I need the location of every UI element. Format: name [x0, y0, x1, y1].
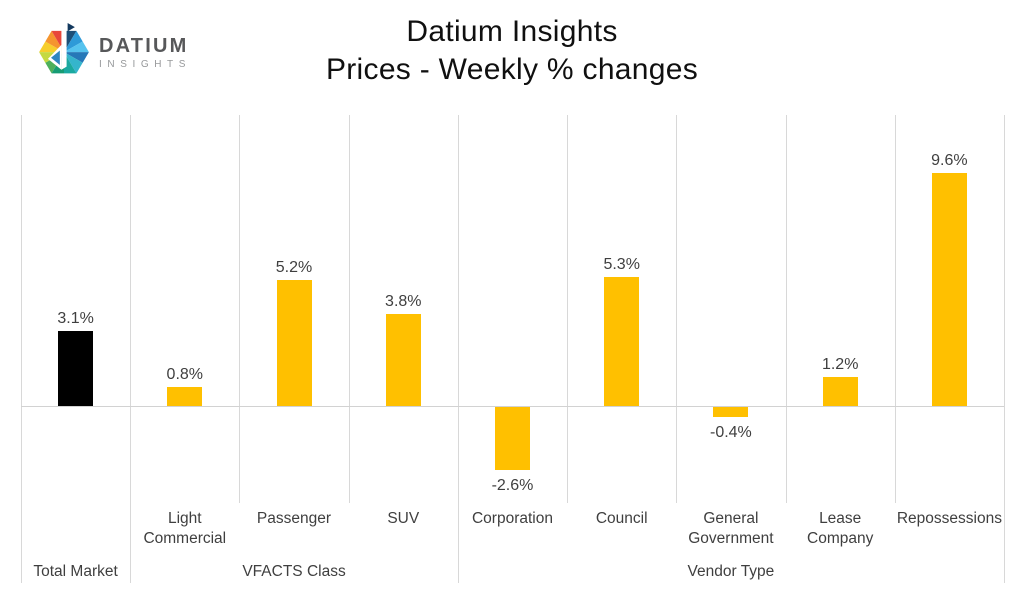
bar-passenger	[276, 279, 312, 406]
bar-council	[604, 277, 640, 406]
bar-total-market	[58, 330, 94, 406]
category-gridline	[239, 115, 241, 503]
bar-value-label: -2.6%	[491, 477, 534, 495]
bar-value-label: -0.4%	[709, 423, 752, 441]
category-gridline	[676, 115, 678, 503]
logo-sub-text: INSIGHTS	[99, 59, 192, 70]
axis-group-label: Vendor Type	[687, 563, 775, 580]
chart-title: Datium Insights Prices - Weekly % change…	[0, 13, 1024, 89]
datium-hexagon-logo-icon	[39, 23, 89, 74]
category-label: Lease Company	[807, 510, 874, 547]
group-divider-line	[457, 115, 459, 583]
bar-suv	[385, 313, 421, 406]
bar-value-label: 9.6%	[931, 151, 968, 169]
bar-repossessions	[931, 172, 967, 406]
bar-value-label: 5.2%	[275, 258, 313, 276]
category-gridline	[785, 115, 787, 503]
logo-brand-text: DATIUM	[99, 35, 189, 57]
datium-logo: DATIUM INSIGHTS	[38, 22, 191, 78]
category-label: General Government	[688, 510, 774, 547]
axis-group-label: Total Market	[33, 563, 118, 580]
bar-general-government	[713, 407, 749, 417]
category-label: Light Commercial	[143, 510, 227, 547]
category-gridline	[894, 115, 896, 503]
category-label: Council	[595, 510, 648, 527]
category-label: Passenger	[256, 510, 332, 527]
bar-light-commercial	[167, 386, 203, 406]
chart-title-line2: Prices - Weekly % changes	[325, 53, 699, 86]
chart-title-line1: Datium Insights	[406, 15, 618, 48]
bar-value-label: 0.8%	[166, 365, 204, 383]
group-divider-line	[130, 115, 132, 583]
axis-group-label: VFACTS Class	[242, 563, 346, 580]
bar-value-label: 3.1%	[57, 309, 94, 327]
bar-value-label: 1.2%	[821, 355, 859, 373]
zero-axis-line	[21, 406, 1004, 407]
category-label: Corporation	[471, 510, 553, 527]
bar-value-label: 5.3%	[603, 256, 640, 274]
bar-value-label: 3.8%	[385, 292, 422, 310]
category-label: Repossessions	[896, 510, 1002, 527]
group-divider-line	[1004, 115, 1005, 583]
bar-lease-company	[822, 376, 858, 406]
bar-corporation	[495, 407, 530, 471]
logo-wordmark: DATIUM INSIGHTS	[99, 29, 191, 71]
category-gridline	[567, 115, 569, 503]
group-divider-line	[21, 115, 22, 583]
category-label: SUV	[387, 510, 420, 527]
category-gridline	[348, 115, 350, 503]
